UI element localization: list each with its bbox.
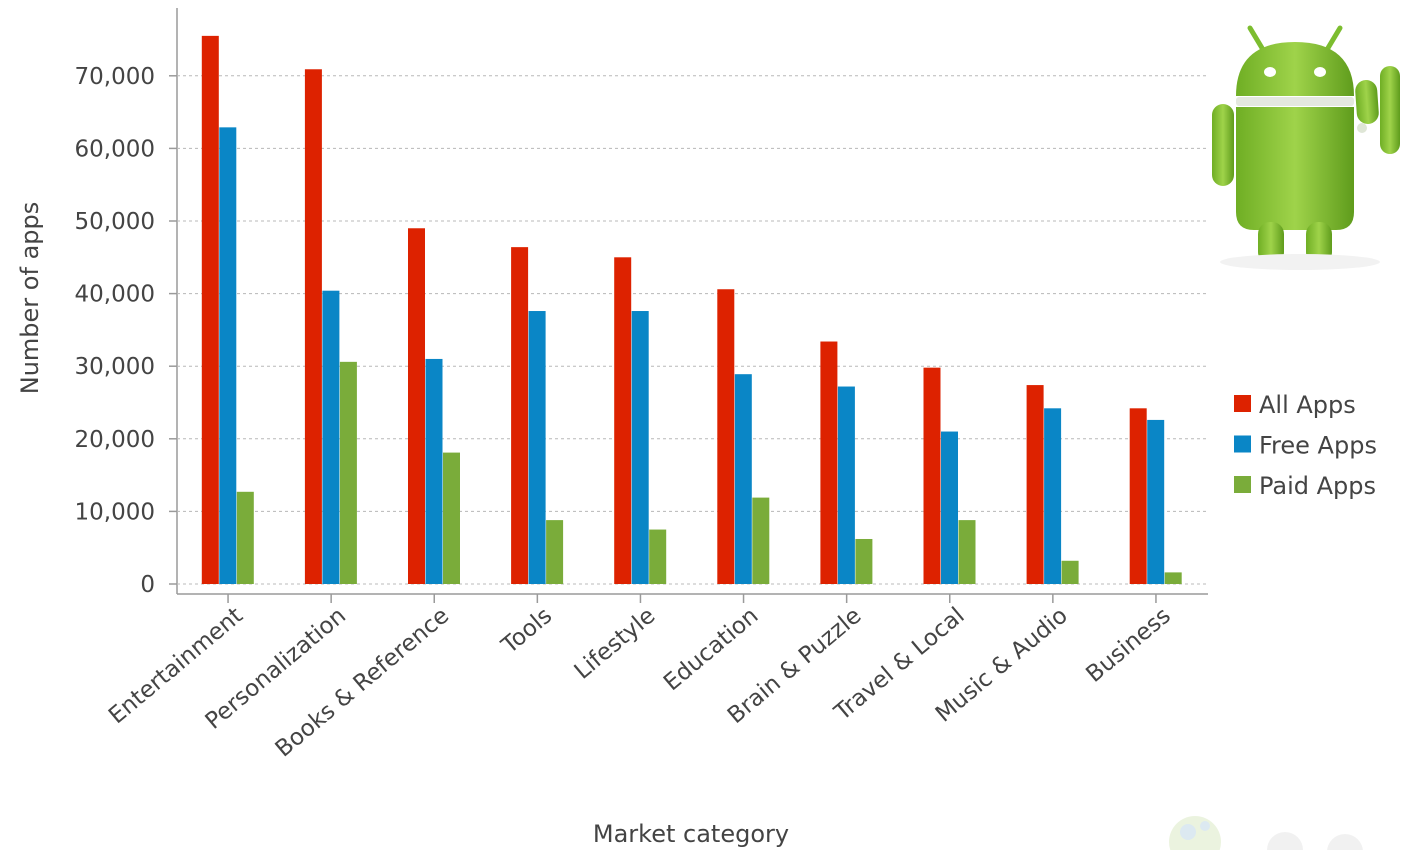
bar-all-apps — [820, 341, 838, 584]
watermark-logo-icon — [1169, 816, 1363, 854]
bar-all-apps — [717, 289, 735, 584]
y-tick-label: 0 — [140, 572, 155, 598]
bar-paid-apps — [752, 497, 770, 584]
bar-all-apps — [408, 228, 425, 584]
legend-swatch — [1234, 435, 1251, 453]
x-axis-title: Market category — [593, 820, 789, 848]
bar-all-apps — [1026, 385, 1044, 584]
x-tick-label: Lifestyle — [570, 603, 661, 685]
bar-paid-apps — [855, 538, 873, 584]
bar-free-apps — [837, 386, 855, 584]
bar-paid-apps — [1061, 560, 1079, 584]
y-tick-label: 20,000 — [75, 427, 155, 453]
y-tick-label: 30,000 — [75, 354, 155, 380]
bar-free-apps — [1044, 408, 1062, 584]
bar-paid-apps — [236, 491, 254, 584]
bar-all-apps — [614, 257, 632, 584]
legend-label: Free Apps — [1259, 432, 1377, 460]
bar-free-apps — [631, 311, 649, 584]
y-tick-label: 70,000 — [75, 64, 155, 90]
legend-label: Paid Apps — [1259, 472, 1376, 500]
bar-all-apps — [201, 35, 219, 585]
bar-free-apps — [528, 311, 546, 584]
x-tick-label: Education — [659, 603, 763, 697]
bar-paid-apps — [443, 452, 460, 584]
y-tick-label: 40,000 — [75, 282, 155, 308]
y-axis-title: Number of apps — [16, 202, 44, 394]
bar-free-apps — [425, 358, 443, 584]
legend-swatch — [1234, 395, 1251, 412]
bar-all-apps — [304, 69, 322, 585]
bar-all-apps — [511, 247, 529, 585]
y-tick-label: 10,000 — [75, 499, 155, 525]
bar-paid-apps — [1164, 572, 1182, 584]
legend-swatch — [1234, 476, 1251, 493]
bar-paid-apps — [546, 520, 564, 584]
bar-all-apps — [923, 367, 941, 584]
bar-paid-apps — [339, 361, 357, 584]
bar-paid-apps — [649, 529, 667, 584]
bar-free-apps — [219, 127, 237, 584]
bar-free-apps — [734, 374, 752, 584]
bar-free-apps — [1147, 419, 1165, 584]
bar-paid-apps — [958, 520, 976, 584]
bar-free-apps — [322, 290, 340, 584]
x-tick-label: Tools — [496, 603, 557, 660]
x-tick-label: Business — [1081, 603, 1175, 688]
android-robot-icon — [1212, 25, 1400, 270]
y-tick-label: 50,000 — [75, 209, 155, 235]
y-tick-label: 60,000 — [75, 136, 155, 162]
bar-all-apps — [1129, 408, 1147, 584]
x-tick-label: Books & Reference — [271, 603, 454, 763]
legend-label: All Apps — [1259, 391, 1356, 419]
bar-free-apps — [941, 431, 958, 584]
